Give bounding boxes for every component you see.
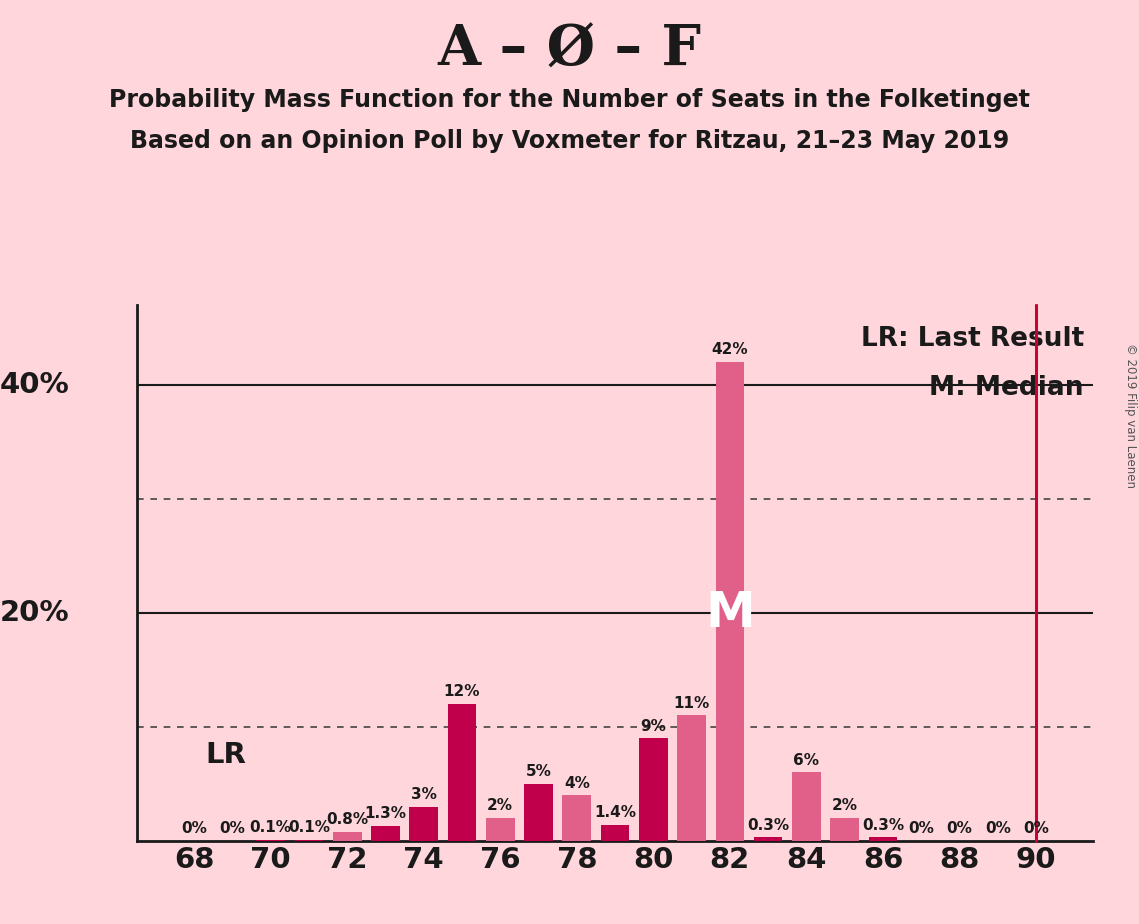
Bar (333, 832, 361, 841)
Text: 0%: 0% (220, 821, 245, 836)
Text: 0.1%: 0.1% (288, 821, 330, 835)
Text: Probability Mass Function for the Number of Seats in the Folketinget: Probability Mass Function for the Number… (109, 88, 1030, 112)
Text: 42%: 42% (712, 343, 748, 358)
Text: 20%: 20% (0, 599, 69, 626)
Bar (678, 715, 706, 841)
Text: 0.3%: 0.3% (862, 818, 904, 833)
Bar (639, 738, 667, 841)
Text: 0%: 0% (908, 821, 934, 836)
Text: 0.3%: 0.3% (747, 818, 789, 833)
Text: LR: Last Result: LR: Last Result (861, 326, 1084, 352)
Text: M: Median: M: Median (929, 374, 1084, 401)
Text: 12%: 12% (444, 685, 481, 699)
Bar (448, 704, 476, 841)
Text: 40%: 40% (0, 371, 69, 399)
Text: LR: LR (205, 741, 246, 770)
Text: © 2019 Filip van Laenen: © 2019 Filip van Laenen (1124, 344, 1137, 488)
Bar (371, 826, 400, 841)
Bar (600, 825, 630, 841)
Text: 0%: 0% (985, 821, 1010, 836)
Text: 0.1%: 0.1% (249, 821, 292, 835)
Bar (563, 796, 591, 841)
Bar (486, 818, 515, 841)
Text: A – Ø – F: A – Ø – F (437, 23, 702, 79)
Bar (524, 784, 552, 841)
Text: 0%: 0% (947, 821, 973, 836)
Text: 9%: 9% (640, 719, 666, 734)
Text: 6%: 6% (794, 753, 819, 768)
Text: Based on an Opinion Poll by Voxmeter for Ritzau, 21–23 May 2019: Based on an Opinion Poll by Voxmeter for… (130, 129, 1009, 153)
Text: 0.8%: 0.8% (326, 812, 368, 827)
Bar (830, 818, 859, 841)
Text: 4%: 4% (564, 775, 590, 791)
Bar (409, 807, 439, 841)
Text: 2%: 2% (831, 798, 858, 813)
Text: 0%: 0% (1023, 821, 1049, 836)
Text: 3%: 3% (411, 787, 436, 802)
Bar (754, 837, 782, 841)
Bar (256, 840, 285, 841)
Bar (715, 362, 744, 841)
Bar (792, 772, 821, 841)
Text: 1.3%: 1.3% (364, 807, 407, 821)
Text: 2%: 2% (487, 798, 514, 813)
Text: 11%: 11% (673, 696, 710, 711)
Text: 1.4%: 1.4% (595, 806, 636, 821)
Text: M: M (705, 589, 755, 637)
Bar (295, 840, 323, 841)
Bar (869, 837, 898, 841)
Text: 0%: 0% (181, 821, 207, 836)
Text: 5%: 5% (525, 764, 551, 779)
